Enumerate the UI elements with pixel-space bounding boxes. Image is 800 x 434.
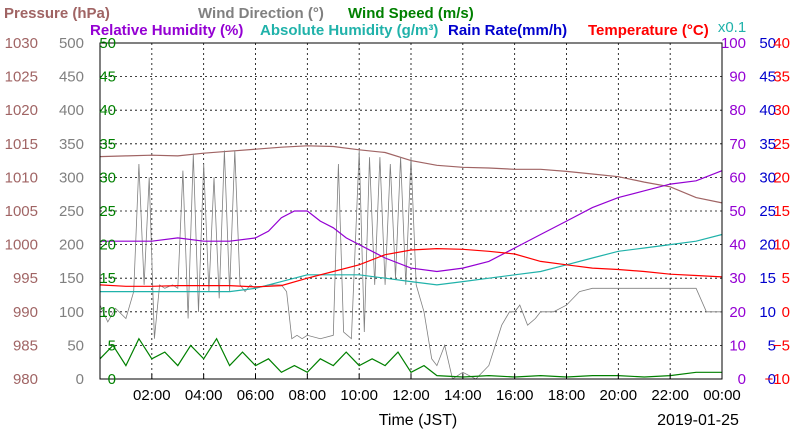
y-tick-label: 200 [59,237,84,254]
y-tick-label: 0 [108,371,116,388]
y-tick-label: 40 [729,237,746,254]
grid [100,43,722,379]
y-tick-label: 350 [59,136,84,153]
y-tick-label: 40 [773,35,790,52]
x-axis-label: Time (JST) [379,412,458,429]
x-tick-label: 22:00 [651,387,689,404]
y-tick-label: 985 [13,337,38,354]
y-tick-label: 50 [729,203,746,220]
y-tick-label: 40 [99,102,116,119]
y-tick-label: 500 [59,35,84,52]
y-tick-label: 1015 [5,136,38,153]
y-tick-label: 30 [99,169,116,186]
y-tick-label: 80 [729,102,746,119]
y-tick-label: −5 [773,337,790,354]
y-tick-label: 15 [773,203,790,220]
series-line [99,337,722,378]
y-tick-label: 995 [13,270,38,287]
y-tick-label: 50 [99,35,116,52]
y-tick-label: 990 [13,304,38,321]
y-tick-label: 50 [759,35,776,52]
x-tick-label: 00:00 [703,387,741,404]
y-tick-label: 10 [729,337,746,354]
y-tick-label: 70 [729,136,746,153]
y-tick-label: 15 [99,270,116,287]
y-tick-label: 35 [99,136,116,153]
x-tick-label: 14:00 [444,387,482,404]
y-tick-label: −10 [765,371,790,388]
y-tick-label: 0 [768,371,776,388]
date-label: 2019-01-25 [657,412,739,429]
y-tick-label: 980 [13,371,38,388]
legend: Pressure (hPa) Wind Direction (°) Wind Spe… [4,5,709,39]
y-tick-label: 35 [759,136,776,153]
series-line [100,170,723,273]
series-line [100,233,723,293]
series-line [99,150,722,380]
legend-item: Rain Rate(mm/h) [448,22,567,39]
y-tick-label: 5 [782,270,790,287]
legend-item: Relative Humidity (%) [90,22,243,39]
x-tick-label: 12:00 [392,387,430,404]
x-tick-label: 02:00 [133,387,171,404]
y-tick-label: 20 [773,169,790,186]
y-tick-label: 400 [59,102,84,119]
y-tick-label: 250 [59,203,84,220]
y-tick-label: 30 [759,169,776,186]
y-tick-label: 1005 [5,203,38,220]
legend-item: Pressure (hPa) [4,5,110,22]
y-tick-label: 60 [729,169,746,186]
y-tick-label: 20 [729,304,746,321]
y-tick-label: 15 [759,270,776,287]
y-tick-label: 450 [59,69,84,86]
y-tick-label: 20 [759,237,776,254]
y-tick-label: 150 [59,270,84,287]
y-tick-label: 1025 [5,69,38,86]
y-tick-label: 10 [759,304,776,321]
x-tick-label: 20:00 [600,387,638,404]
x-tick-label: 04:00 [185,387,223,404]
legend-item: Wind Direction (°) [198,5,324,22]
y-tick-label: 25 [759,203,776,220]
y-tick-label: 0 [76,371,84,388]
series-line [99,247,723,288]
axes: 02:00 04:00 06:00 08:00 10:00 12:00 14:00 16:00… [5,35,790,404]
y-tick-label: 35 [773,69,790,86]
y-tick-label: 1030 [5,35,38,52]
x-tick-label: 10:00 [340,387,378,404]
y-tick-label: 10 [99,304,116,321]
x-tick-label: 18:00 [548,387,586,404]
y-tick-label: 45 [99,69,116,86]
y-tick-label: 1020 [5,102,38,119]
x-tick-label: 08:00 [289,387,327,404]
legend-item: Temperature (°C) [588,22,709,39]
series-group [99,145,723,380]
x-tick-label: 16:00 [496,387,534,404]
legend-item: Wind Speed (m/s) [348,5,474,22]
y-tick-label: 10 [773,237,790,254]
y-tick-label: 50 [67,337,84,354]
y-tick-label: 100 [59,304,84,321]
y-tick-label: 1010 [5,169,38,186]
legend-item: Absolute Humidity (g/m³) [260,22,438,39]
y-tick-label: 0 [738,371,746,388]
y-tick-label: 30 [773,102,790,119]
y-tick-label: 1000 [5,237,38,254]
y-tick-label: 300 [59,169,84,186]
x-tick-label: 06:00 [237,387,275,404]
y-tick-label: 5 [108,337,116,354]
y-tick-label: 25 [99,203,116,220]
scale-note: x0.1 [718,19,746,36]
y-tick-label: 40 [759,102,776,119]
y-tick-label: 30 [729,270,746,287]
y-tick-label: 100 [721,35,746,52]
y-tick-label: 20 [99,237,116,254]
y-tick-label: 0 [782,304,790,321]
y-tick-label: 45 [759,69,776,86]
y-tick-label: 90 [729,69,746,86]
y-tick-label: 25 [773,136,790,153]
y-tick-label: 5 [768,337,776,354]
